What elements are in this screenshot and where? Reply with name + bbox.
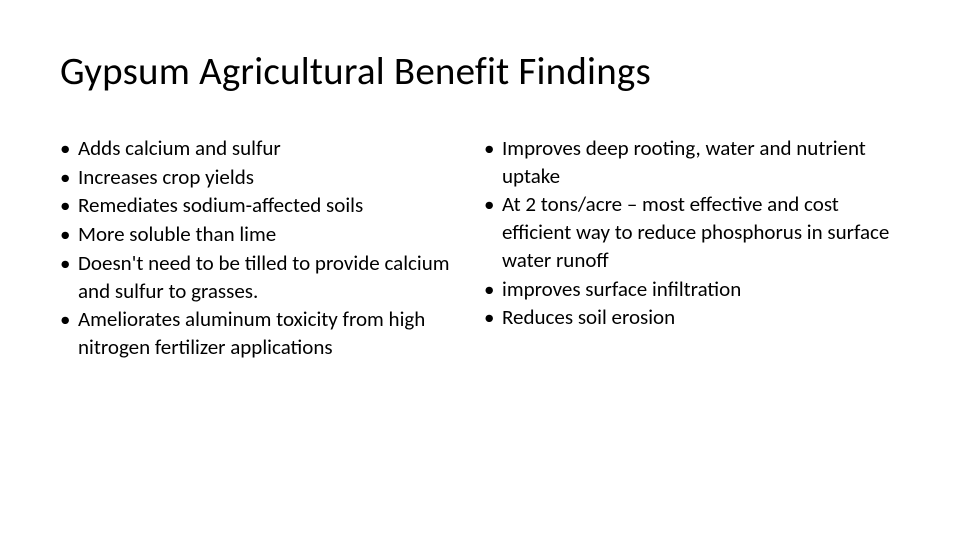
left-bullet-list: Adds calcium and sulfur Increases crop y… — [60, 135, 476, 362]
list-item: More soluble than lime — [60, 221, 476, 249]
list-item: Remediates sodium-affected soils — [60, 192, 476, 220]
list-item: At 2 tons/acre – most effective and cost… — [484, 191, 900, 274]
list-item: Increases crop yields — [60, 164, 476, 192]
left-column: Adds calcium and sulfur Increases crop y… — [60, 135, 476, 363]
slide: Gypsum Agricultural Benefit Findings Add… — [0, 0, 960, 540]
columns-container: Adds calcium and sulfur Increases crop y… — [60, 135, 900, 363]
slide-title: Gypsum Agricultural Benefit Findings — [60, 48, 900, 95]
right-column: Improves deep rooting, water and nutrien… — [484, 135, 900, 363]
list-item: Reduces soil erosion — [484, 304, 900, 332]
right-bullet-list: Improves deep rooting, water and nutrien… — [484, 135, 900, 332]
list-item: Ameliorates aluminum toxicity from high … — [60, 306, 476, 361]
list-item: Doesn't need to be tilled to provide cal… — [60, 250, 476, 305]
list-item: Adds calcium and sulfur — [60, 135, 476, 163]
list-item: improves surface infiltration — [484, 276, 900, 304]
list-item: Improves deep rooting, water and nutrien… — [484, 135, 900, 190]
